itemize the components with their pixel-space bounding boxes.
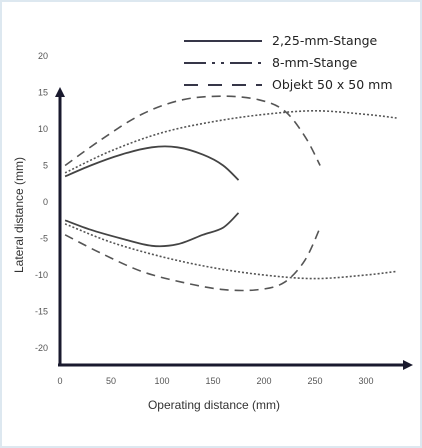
x-tick-label: 250 xyxy=(307,376,322,386)
series-line-0-lower xyxy=(64,212,240,248)
series-line-2-lower xyxy=(64,227,321,292)
x-tick-label: 200 xyxy=(256,376,271,386)
x-axis-title: Operating distance (mm) xyxy=(148,398,280,412)
series-layer xyxy=(64,95,397,292)
series-line-1-upper xyxy=(64,109,397,174)
x-tick-label: 0 xyxy=(57,376,62,386)
legend-label-1: 8-mm-Stange xyxy=(272,55,358,70)
legend-label-0: 2,25-mm-Stange xyxy=(272,33,378,48)
series-line-2-upper xyxy=(64,95,321,167)
x-tick-label: 100 xyxy=(154,376,169,386)
y-tick-label: -20 xyxy=(35,343,48,353)
y-axis-title: Lateral distance (mm) xyxy=(12,157,26,273)
y-tick-label: 5 xyxy=(43,161,48,171)
chart-legend: 2,25-mm-Stange 8-mm-Stange Objekt 50 x 50 … xyxy=(184,33,393,92)
series-line-0-upper xyxy=(64,145,240,181)
y-tick-label: 10 xyxy=(38,124,48,134)
y-tick-label: 0 xyxy=(43,197,48,207)
x-tick-label: 300 xyxy=(358,376,373,386)
y-tick-label: 20 xyxy=(38,51,48,61)
x-tick-labels: 0 50 100 150 200 250 300 xyxy=(57,376,373,386)
y-tick-label: -10 xyxy=(35,270,48,280)
y-tick-label: -15 xyxy=(35,307,48,317)
y-tick-labels: 20 15 10 5 0 -5 -10 -15 -20 xyxy=(35,51,48,353)
y-tick-label: 15 xyxy=(38,88,48,98)
series-line-1-lower xyxy=(64,223,397,280)
x-tick-label: 50 xyxy=(106,376,116,386)
y-tick-label: -5 xyxy=(40,234,48,244)
legend-label-2: Objekt 50 x 50 mm xyxy=(272,77,393,92)
x-tick-label: 150 xyxy=(205,376,220,386)
